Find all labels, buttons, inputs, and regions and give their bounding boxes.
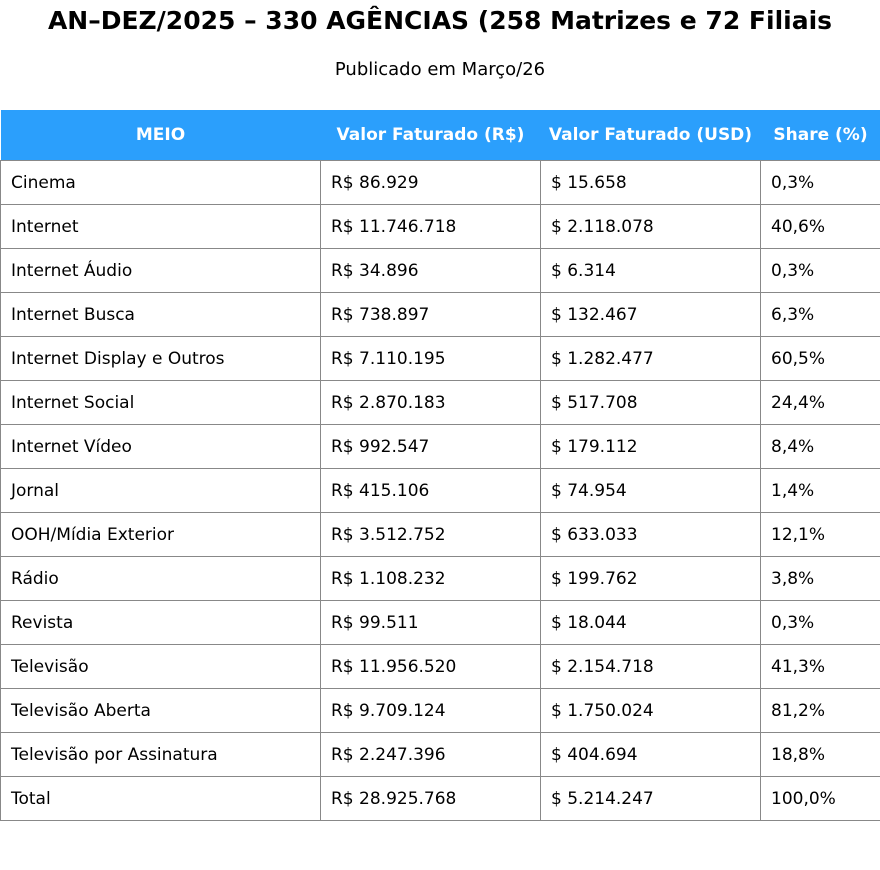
table-row: Internet R$ 11.746.718 $ 2.118.078 40,6% bbox=[0, 204, 880, 249]
table-cell: Internet Busca bbox=[0, 292, 321, 337]
column-header: MEIO bbox=[0, 110, 321, 161]
table-cell: 40,6% bbox=[760, 204, 880, 249]
table-cell: $ 179.112 bbox=[540, 424, 761, 469]
table-cell: $ 517.708 bbox=[540, 380, 761, 425]
table-cell: $ 15.658 bbox=[540, 160, 761, 205]
table-row: Internet Display e Outros R$ 7.110.195 $ 1… bbox=[0, 336, 880, 381]
table-row: Televisão Aberta R$ 9.709.124 $ 1.750.024 8… bbox=[0, 688, 880, 733]
table-cell: R$ 738.897 bbox=[320, 292, 541, 337]
table-cell: $ 199.762 bbox=[540, 556, 761, 601]
header-row: MEIO Valor Faturado (R$) Valor Faturado (U… bbox=[0, 110, 880, 161]
title: AN–DEZ/2025 – 330 AGÊNCIAS (258 Matrizes… bbox=[47, 6, 833, 35]
column-header: Valor Faturado (R$) bbox=[320, 110, 541, 161]
table-cell: 8,4% bbox=[760, 424, 880, 469]
table-cell: R$ 1.108.232 bbox=[320, 556, 541, 601]
table-row: Rádio R$ 1.108.232 $ 199.762 3,8% bbox=[0, 556, 880, 601]
data-table: MEIO Valor Faturado (R$) Valor Faturado (U… bbox=[0, 110, 880, 821]
table-cell: R$ 992.547 bbox=[320, 424, 541, 469]
table-cell: $ 2.154.718 bbox=[540, 644, 761, 689]
table-cell: Internet Display e Outros bbox=[0, 336, 321, 381]
table-cell: 100,0% bbox=[760, 776, 880, 821]
table-row: Jornal R$ 415.106 $ 74.954 1,4% bbox=[0, 468, 880, 513]
table-cell: 18,8% bbox=[760, 732, 880, 777]
table-cell: Televisão Aberta bbox=[0, 688, 321, 733]
table-cell: 60,5% bbox=[760, 336, 880, 381]
table-cell: Internet Vídeo bbox=[0, 424, 321, 469]
table-cell: Rádio bbox=[0, 556, 321, 601]
table-cell: $ 633.033 bbox=[540, 512, 761, 557]
table-cell: R$ 34.896 bbox=[320, 248, 541, 293]
table-cell: $ 1.750.024 bbox=[540, 688, 761, 733]
table-row: Revista R$ 99.511 $ 18.044 0,3% bbox=[0, 600, 880, 645]
table-cell: 24,4% bbox=[760, 380, 880, 425]
table-cell: Internet Social bbox=[0, 380, 321, 425]
table-cell: $ 6.314 bbox=[540, 248, 761, 293]
table-cell: R$ 11.956.520 bbox=[320, 644, 541, 689]
table-cell: R$ 9.709.124 bbox=[320, 688, 541, 733]
table-row: Internet Áudio R$ 34.896 $ 6.314 0,3% bbox=[0, 248, 880, 293]
table-cell: 3,8% bbox=[760, 556, 880, 601]
table-cell: R$ 7.110.195 bbox=[320, 336, 541, 381]
table-cell: 1,4% bbox=[760, 468, 880, 513]
table-cell: 0,3% bbox=[760, 600, 880, 645]
table-cell: Revista bbox=[0, 600, 321, 645]
table-cell: 6,3% bbox=[760, 292, 880, 337]
table-cell: R$ 99.511 bbox=[320, 600, 541, 645]
table-row: Internet Vídeo R$ 992.547 $ 179.112 8,4% bbox=[0, 424, 880, 469]
table-row: Televisão R$ 11.956.520 $ 2.154.718 41,3% bbox=[0, 644, 880, 689]
table-cell: R$ 2.870.183 bbox=[320, 380, 541, 425]
table-cell: Televisão bbox=[0, 644, 321, 689]
table-cell: R$ 86.929 bbox=[320, 160, 541, 205]
table-cell: R$ 3.512.752 bbox=[320, 512, 541, 557]
table-cell: OOH/Mídia Exterior bbox=[0, 512, 321, 557]
subtitle: Publicado em Março/26 bbox=[334, 59, 546, 80]
table-cell: R$ 11.746.718 bbox=[320, 204, 541, 249]
table-cell: $ 404.694 bbox=[540, 732, 761, 777]
table-cell: 0,3% bbox=[760, 248, 880, 293]
table-cell: R$ 2.247.396 bbox=[320, 732, 541, 777]
table-cell: $ 18.044 bbox=[540, 600, 761, 645]
table-cell: Televisão por Assinatura bbox=[0, 732, 321, 777]
table-cell: 0,3% bbox=[760, 160, 880, 205]
table-cell: R$ 28.925.768 bbox=[320, 776, 541, 821]
table-cell: Cinema bbox=[0, 160, 321, 205]
table-cell: 81,2% bbox=[760, 688, 880, 733]
table-cell: Jornal bbox=[0, 468, 321, 513]
table-cell: R$ 415.106 bbox=[320, 468, 541, 513]
table-cell: 41,3% bbox=[760, 644, 880, 689]
table-cell: Internet bbox=[0, 204, 321, 249]
table-row: Televisão por Assinatura R$ 2.247.396 $ 40… bbox=[0, 732, 880, 777]
table-row: Total R$ 28.925.768 $ 5.214.247 100,0% bbox=[0, 776, 880, 821]
table-cell: $ 132.467 bbox=[540, 292, 761, 337]
table-row: OOH/Mídia Exterior R$ 3.512.752 $ 633.033 1… bbox=[0, 512, 880, 557]
table-row: Internet Social R$ 2.870.183 $ 517.708 24,4… bbox=[0, 380, 880, 425]
table-row: Cinema R$ 86.929 $ 15.658 0,3% bbox=[0, 160, 880, 205]
table-cell: Total bbox=[0, 776, 321, 821]
column-header: Share (%) bbox=[760, 110, 880, 161]
table-cell: $ 1.282.477 bbox=[540, 336, 761, 381]
table-cell: Internet Áudio bbox=[0, 248, 321, 293]
table-cell: $ 74.954 bbox=[540, 468, 761, 513]
table-row: Internet Busca R$ 738.897 $ 132.467 6,3% bbox=[0, 292, 880, 337]
column-header: Valor Faturado (USD) bbox=[540, 110, 761, 161]
table-cell: $ 2.118.078 bbox=[540, 204, 761, 249]
table-cell: 12,1% bbox=[760, 512, 880, 557]
table-body: Cinema R$ 86.929 $ 15.658 0,3% Internet R$ 11… bbox=[0, 160, 880, 821]
table-cell: $ 5.214.247 bbox=[540, 776, 761, 821]
